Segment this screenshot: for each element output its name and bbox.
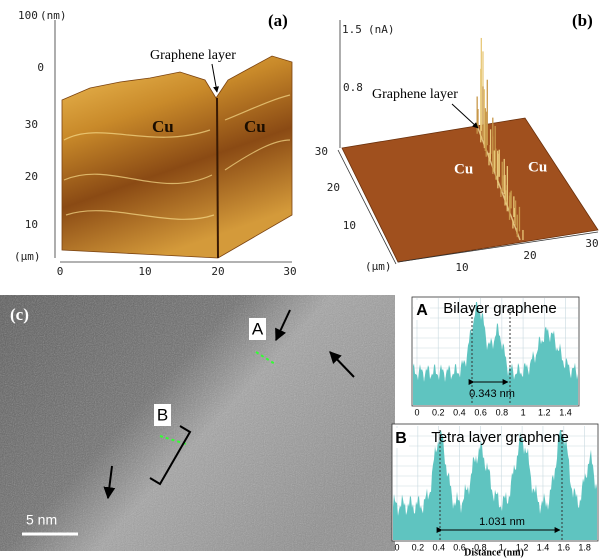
current-spikes: [476, 37, 524, 240]
x-tick-label: 1.4: [559, 407, 572, 417]
region-label: Cu: [454, 161, 473, 177]
axis-unit: (µm): [365, 260, 392, 273]
tick-label: 30: [315, 145, 328, 158]
profile-line: [159, 435, 187, 445]
arrow: [211, 63, 220, 93]
x-tick-label: 1.4: [537, 542, 550, 552]
inset-label: A: [416, 302, 428, 319]
arrow: [103, 465, 116, 500]
x-tick-label: 1.2: [516, 542, 529, 552]
tick-label: 10: [343, 219, 356, 232]
panel-label: (a): [268, 11, 288, 30]
spacing-label: 0.343 nm: [469, 388, 515, 400]
marker-box: [154, 404, 171, 426]
tick-label: 30: [25, 118, 38, 131]
marker-label: A: [252, 319, 264, 338]
tick-label: 30: [283, 265, 296, 278]
annotation: Graphene layer: [150, 48, 236, 63]
region-label: Cu: [528, 159, 547, 175]
x-tick-label: 0.2: [412, 542, 425, 552]
z-tick-label: 1.5: [342, 23, 362, 36]
panel-a: 100 (nm) (µm) (a) Graphene layer Cu Cu: [14, 9, 293, 263]
x-tick-label: 0: [394, 542, 399, 552]
profile-line: [255, 351, 276, 365]
x-axis-label: Distance (nm): [464, 547, 524, 558]
marker-label: B: [157, 405, 168, 424]
marker-box: [249, 318, 266, 340]
z-unit: (nm): [40, 9, 67, 22]
x-tick-label: 0.4: [432, 542, 445, 552]
scale-bar-label: 5 nm: [26, 512, 57, 528]
tick-label: 20: [523, 249, 536, 262]
axis-unit: (µm): [14, 250, 41, 263]
afm-ridges: [63, 94, 291, 220]
tick-label: 30: [585, 237, 598, 250]
x-tick-label: 0.6: [474, 407, 487, 417]
current-plane: [341, 117, 599, 263]
x-tick-label: 0.6: [453, 542, 466, 552]
x-tick-label: 0.8: [496, 407, 509, 417]
x-tick-label: 0.2: [432, 407, 445, 417]
tick-label: 20: [25, 170, 38, 183]
tick-label: 20: [327, 181, 340, 194]
inset-a: 0.343 nm A Bilayer graphene 0 0.2 0.4 0.6 0.…: [411, 296, 580, 417]
z-tick-label: 0.8: [343, 81, 363, 94]
z-top-label: 100: [18, 9, 38, 22]
arrow: [329, 351, 355, 378]
spacing-label: 1.031 nm: [479, 516, 525, 528]
arrow: [275, 309, 291, 342]
z-unit: (nA): [368, 23, 395, 36]
tick-label: 10: [138, 265, 151, 278]
inset-title: Tetra layer graphene: [431, 429, 569, 446]
bracket: [149, 425, 192, 486]
inset-label: B: [395, 430, 407, 447]
x-tick-label: 0.8: [474, 542, 487, 552]
x-tick-label: 0: [414, 407, 419, 417]
x-tick-label: 0.4: [453, 407, 466, 417]
panel-label: (b): [572, 11, 593, 30]
intensity-profile: [413, 302, 578, 405]
x-axis: [397, 231, 599, 263]
inset-b: 1.031 nm B Tetra layer graphene 0 0.2 0.4 0…: [391, 423, 599, 558]
tem-texture: [0, 295, 395, 551]
panel-label: (c): [10, 305, 29, 324]
tick-label: 10: [455, 261, 468, 274]
annotation: Graphene layer: [372, 87, 458, 102]
afm-surface: [61, 55, 293, 259]
intensity-profile: [393, 430, 597, 540]
label-box: [393, 428, 409, 448]
y-axis: [337, 149, 397, 265]
tick-label: 10: [25, 218, 38, 231]
label-box: [414, 300, 430, 320]
region-label: Cu: [244, 117, 266, 136]
tick-label: 20: [211, 265, 224, 278]
panel-b: 1.5 (nA) 0.8 (µm) (b) Graphene layer Cu …: [337, 11, 599, 273]
boundary: [216, 97, 219, 259]
x-tick-label: 1.2: [538, 407, 551, 417]
x-tick-label: 1: [499, 542, 504, 552]
x-tick-label: 1.8: [578, 542, 591, 552]
tick-label: 0: [57, 265, 64, 278]
x-tick-label: 1.6: [558, 542, 571, 552]
inset-title: Bilayer graphene: [443, 300, 556, 317]
x-tick-label: 1: [521, 407, 526, 417]
panel-c: (c) A B 5 nm: [0, 295, 395, 551]
arrow: [451, 103, 479, 129]
tick-label: 0: [37, 61, 44, 74]
region-label: Cu: [152, 117, 174, 136]
